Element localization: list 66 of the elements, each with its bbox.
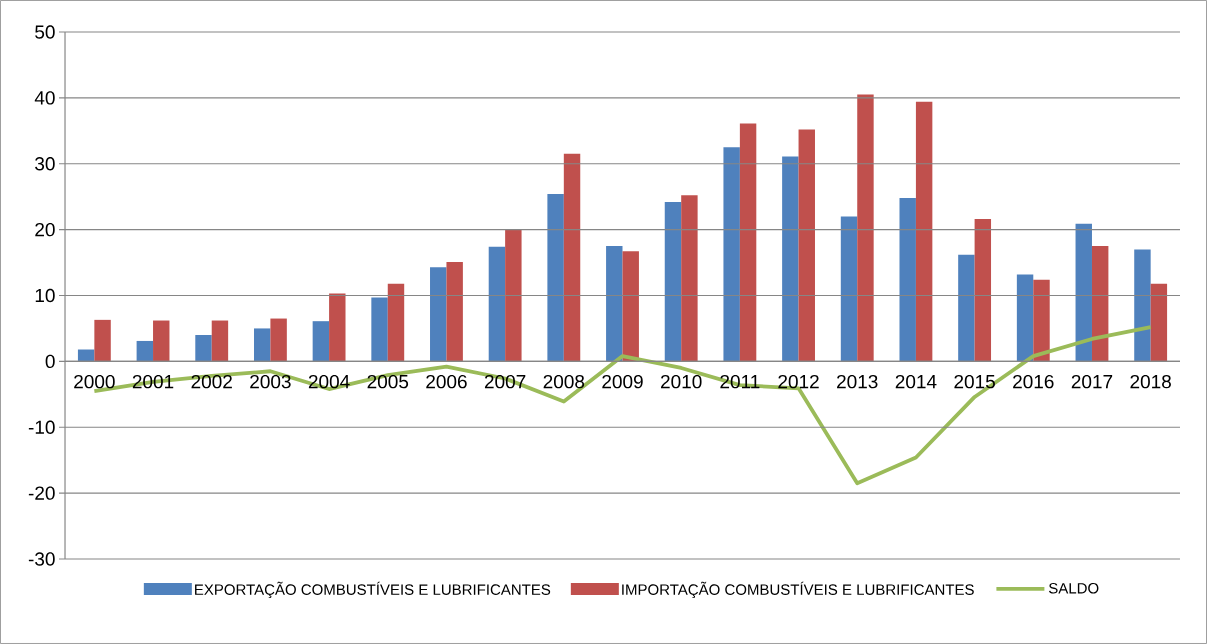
bar (387, 283, 405, 362)
x-tick-label: 2009 (602, 374, 643, 389)
y-tick-label: 50 (35, 25, 55, 39)
bar (505, 229, 522, 362)
bar (1134, 249, 1151, 362)
legend-label: EXPORTAÇÃO COMBUSTÍVEIS E LUBRIFICANTES (195, 581, 551, 598)
x-tick-label: 2017 (1071, 374, 1113, 389)
x-tick-label: 2006 (426, 374, 467, 389)
bar (664, 201, 682, 362)
bar (430, 267, 447, 362)
bar (253, 328, 271, 362)
bar (1033, 279, 1050, 362)
bar (211, 320, 229, 362)
x-tick-label: 2005 (367, 374, 409, 389)
bar (622, 251, 639, 362)
bar (446, 261, 463, 362)
bar (606, 246, 623, 362)
y-tick-label: 20 (35, 222, 55, 237)
x-tick-label: 2015 (954, 374, 995, 389)
bar (1150, 283, 1168, 362)
bar (723, 147, 740, 362)
bar (136, 340, 154, 362)
bar (782, 156, 799, 362)
legend-label: IMPORTAÇÃO COMBUSTÍVEIS E LUBRIFICANTES (622, 581, 974, 598)
bar (899, 198, 916, 362)
x-tick-label: 2012 (778, 374, 819, 389)
x-tick-label: 2013 (837, 374, 878, 389)
x-tick-label: 2016 (1013, 374, 1054, 389)
y-tick-label: 10 (35, 288, 55, 303)
bar (77, 349, 95, 362)
bar (1075, 223, 1092, 362)
bar (958, 254, 975, 362)
bar (915, 101, 933, 362)
x-tick-label: 2001 (132, 374, 174, 389)
x-tick-label: 2010 (661, 374, 702, 389)
bar (1091, 246, 1109, 362)
x-tick-label: 2018 (1130, 374, 1171, 389)
bar (94, 319, 111, 362)
y-tick-label: -20 (28, 486, 55, 500)
y-tick-label: 40 (34, 91, 55, 105)
x-tick-label: 2002 (191, 374, 232, 389)
x-tick-label: 2000 (74, 374, 115, 389)
x-tick-label: 2014 (895, 374, 937, 389)
bar (798, 129, 815, 362)
bar (857, 94, 874, 362)
x-tick-label: 2003 (250, 374, 291, 389)
bar (153, 320, 170, 362)
bar (974, 219, 992, 362)
bar (563, 153, 581, 362)
x-tick-label: 2008 (543, 374, 585, 389)
y-tick-label: 30 (35, 157, 55, 171)
bar (488, 246, 506, 362)
bar (547, 194, 564, 362)
bar (739, 123, 757, 362)
bar (270, 318, 287, 362)
bar (1016, 274, 1034, 362)
y-tick-label: -30 (28, 552, 55, 566)
bar (681, 195, 698, 362)
bar (329, 293, 346, 362)
bar (840, 216, 858, 362)
bar (312, 321, 330, 362)
bar (195, 335, 212, 362)
legend-label: SALDO (1048, 582, 1099, 594)
y-tick-label: 0 (45, 354, 55, 369)
bar (371, 297, 388, 362)
y-tick-label: -10 (28, 420, 55, 434)
